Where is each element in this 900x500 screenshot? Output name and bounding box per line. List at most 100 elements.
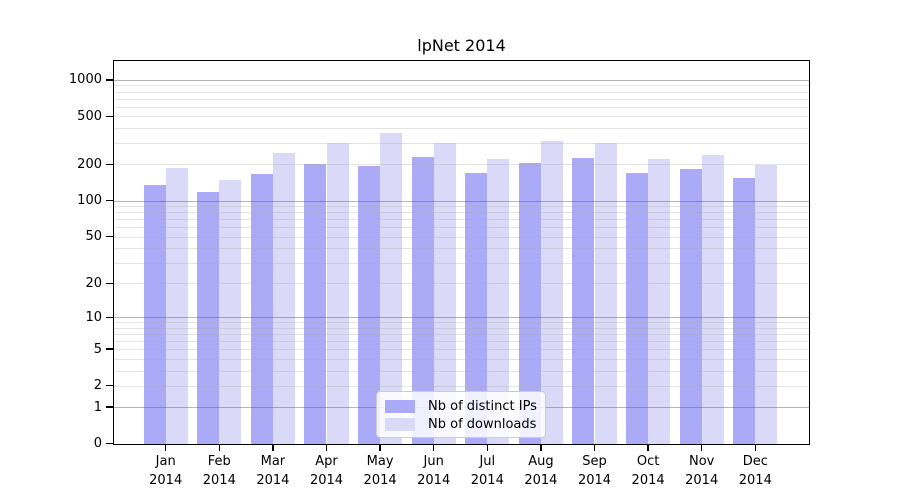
bar-nb-of-distinct-ips-may [357, 165, 381, 444]
minor-gridline-800 [114, 91, 809, 93]
bar-nb-of-distinct-ips-oct [625, 172, 649, 444]
minor-gridline-900 [114, 85, 809, 87]
x-tick-label-oct: Oct 2014 [616, 452, 680, 490]
bar-nb-of-downloads-jun [433, 143, 456, 444]
minor-gridline-700 [114, 98, 809, 100]
minor-gridline-3 [114, 370, 809, 372]
minor-gridline-5 [114, 349, 809, 351]
bar-nb-of-downloads-oct [648, 159, 671, 444]
legend-item: Nb of distinct IPs [385, 397, 537, 415]
bar-nb-of-distinct-ips-jun [411, 156, 434, 444]
major-gridline-10 [114, 317, 809, 319]
bar-nb-of-distinct-ips-apr [304, 164, 327, 444]
y-tick-mark-1 [106, 406, 113, 408]
x-tick-month: Jun [423, 454, 444, 469]
x-tick-label-apr: Apr 2014 [295, 452, 359, 490]
y-tick-label-2: 2 [93, 378, 102, 394]
minor-gridline-4 [114, 358, 809, 360]
x-tick-month: Nov [689, 454, 715, 469]
bar-nb-of-distinct-ips-feb [197, 191, 220, 444]
y-tick-label-5: 5 [93, 341, 102, 357]
bar-nb-of-distinct-ips-aug [518, 162, 541, 444]
y-tick-label-50: 50 [85, 229, 102, 245]
bar-nb-of-downloads-dec [755, 165, 778, 444]
x-tick-mark-nov [701, 445, 703, 451]
x-tick-year: 2014 [738, 473, 772, 488]
x-tick-label-sep: Sep 2014 [563, 452, 627, 490]
x-tick-mark-sep [593, 445, 596, 451]
minor-gridline-60 [114, 227, 809, 229]
major-gridline-100 [114, 200, 809, 202]
minor-gridline-600 [114, 106, 809, 108]
legend-swatch-nb-of-distinct-ips [385, 399, 415, 413]
x-tick-month: Jan [155, 454, 176, 469]
minor-gridline-9 [114, 322, 809, 324]
y-tick-mark-10 [106, 316, 113, 318]
x-tick-year: 2014 [256, 473, 290, 488]
bar-nb-of-downloads-nov [701, 155, 724, 444]
legend-label: Nb of distinct IPs [428, 398, 537, 414]
x-tick-mark-jul [486, 445, 488, 451]
minor-gridline-40 [114, 248, 809, 250]
bar-nb-of-downloads-sep [594, 143, 617, 444]
x-tick-mark-may [379, 445, 381, 451]
x-tick-month: Sep [582, 454, 607, 469]
y-tick-mark-20 [106, 282, 113, 284]
x-tick-year: 2014 [685, 473, 719, 488]
legend-label: Nb of downloads [428, 416, 537, 432]
y-tick-mark-0 [106, 442, 113, 445]
minor-gridline-7 [114, 334, 809, 336]
y-tick-label-500: 500 [77, 108, 102, 124]
y-tick-mark-50 [106, 235, 113, 238]
minor-gridline-8 [114, 327, 809, 329]
x-tick-year: 2014 [363, 473, 397, 488]
x-tick-label-may: May 2014 [348, 452, 412, 490]
x-tick-label-feb: Feb 2014 [187, 452, 251, 490]
y-tick-label-1: 1 [93, 399, 102, 415]
bar-nb-of-distinct-ips-jan [143, 185, 166, 444]
x-tick-mark-mar [272, 445, 274, 451]
minor-gridline-50 [114, 236, 809, 238]
major-gridline-1000 [114, 79, 809, 81]
x-tick-mark-oct [647, 445, 649, 451]
x-tick-month: May [366, 454, 394, 469]
y-tick-mark-1000 [106, 79, 113, 81]
x-tick-year: 2014 [524, 473, 558, 488]
y-tick-mark-500 [106, 115, 113, 117]
x-tick-month: Dec [742, 454, 768, 469]
x-tick-year: 2014 [149, 473, 183, 488]
minor-gridline-200 [114, 164, 809, 166]
legend: Nb of distinct IPs Nb of downloads [376, 391, 546, 438]
y-tick-label-1000: 1000 [68, 72, 102, 88]
minor-gridline-90 [114, 206, 809, 208]
minor-gridline-80 [114, 212, 809, 214]
x-tick-mark-aug [540, 445, 542, 451]
bar-nb-of-distinct-ips-sep [572, 158, 595, 444]
legend-item: Nb of downloads [385, 415, 537, 433]
bar-nb-of-downloads-jan [165, 167, 188, 444]
minor-gridline-70 [114, 219, 809, 221]
y-tick-mark-5 [106, 348, 113, 350]
y-tick-mark-2 [106, 384, 113, 387]
x-tick-year: 2014 [577, 473, 612, 488]
x-tick-mark-jun [433, 445, 435, 451]
x-tick-year: 2014 [631, 473, 665, 488]
y-tick-mark-100 [106, 199, 113, 202]
x-tick-label-jul: Jul 2014 [455, 452, 519, 490]
bar-nb-of-distinct-ips-nov [679, 168, 702, 444]
bar-nb-of-distinct-ips-mar [250, 173, 273, 444]
bar-nb-of-downloads-jul [487, 159, 510, 444]
x-tick-mark-apr [325, 445, 328, 451]
bar-nb-of-downloads-aug [540, 140, 564, 444]
y-tick-label-10: 10 [85, 309, 102, 325]
x-tick-month: Mar [260, 454, 286, 469]
bar-nb-of-downloads-apr [326, 143, 349, 444]
x-tick-mark-feb [218, 445, 220, 451]
y-tick-mark-200 [106, 163, 113, 166]
x-tick-year: 2014 [417, 473, 451, 488]
minor-gridline-500 [114, 116, 809, 118]
x-tick-label-aug: Aug 2014 [509, 452, 573, 490]
legend-swatch-nb-of-downloads [385, 417, 415, 431]
x-tick-label-mar: Mar 2014 [241, 452, 305, 490]
